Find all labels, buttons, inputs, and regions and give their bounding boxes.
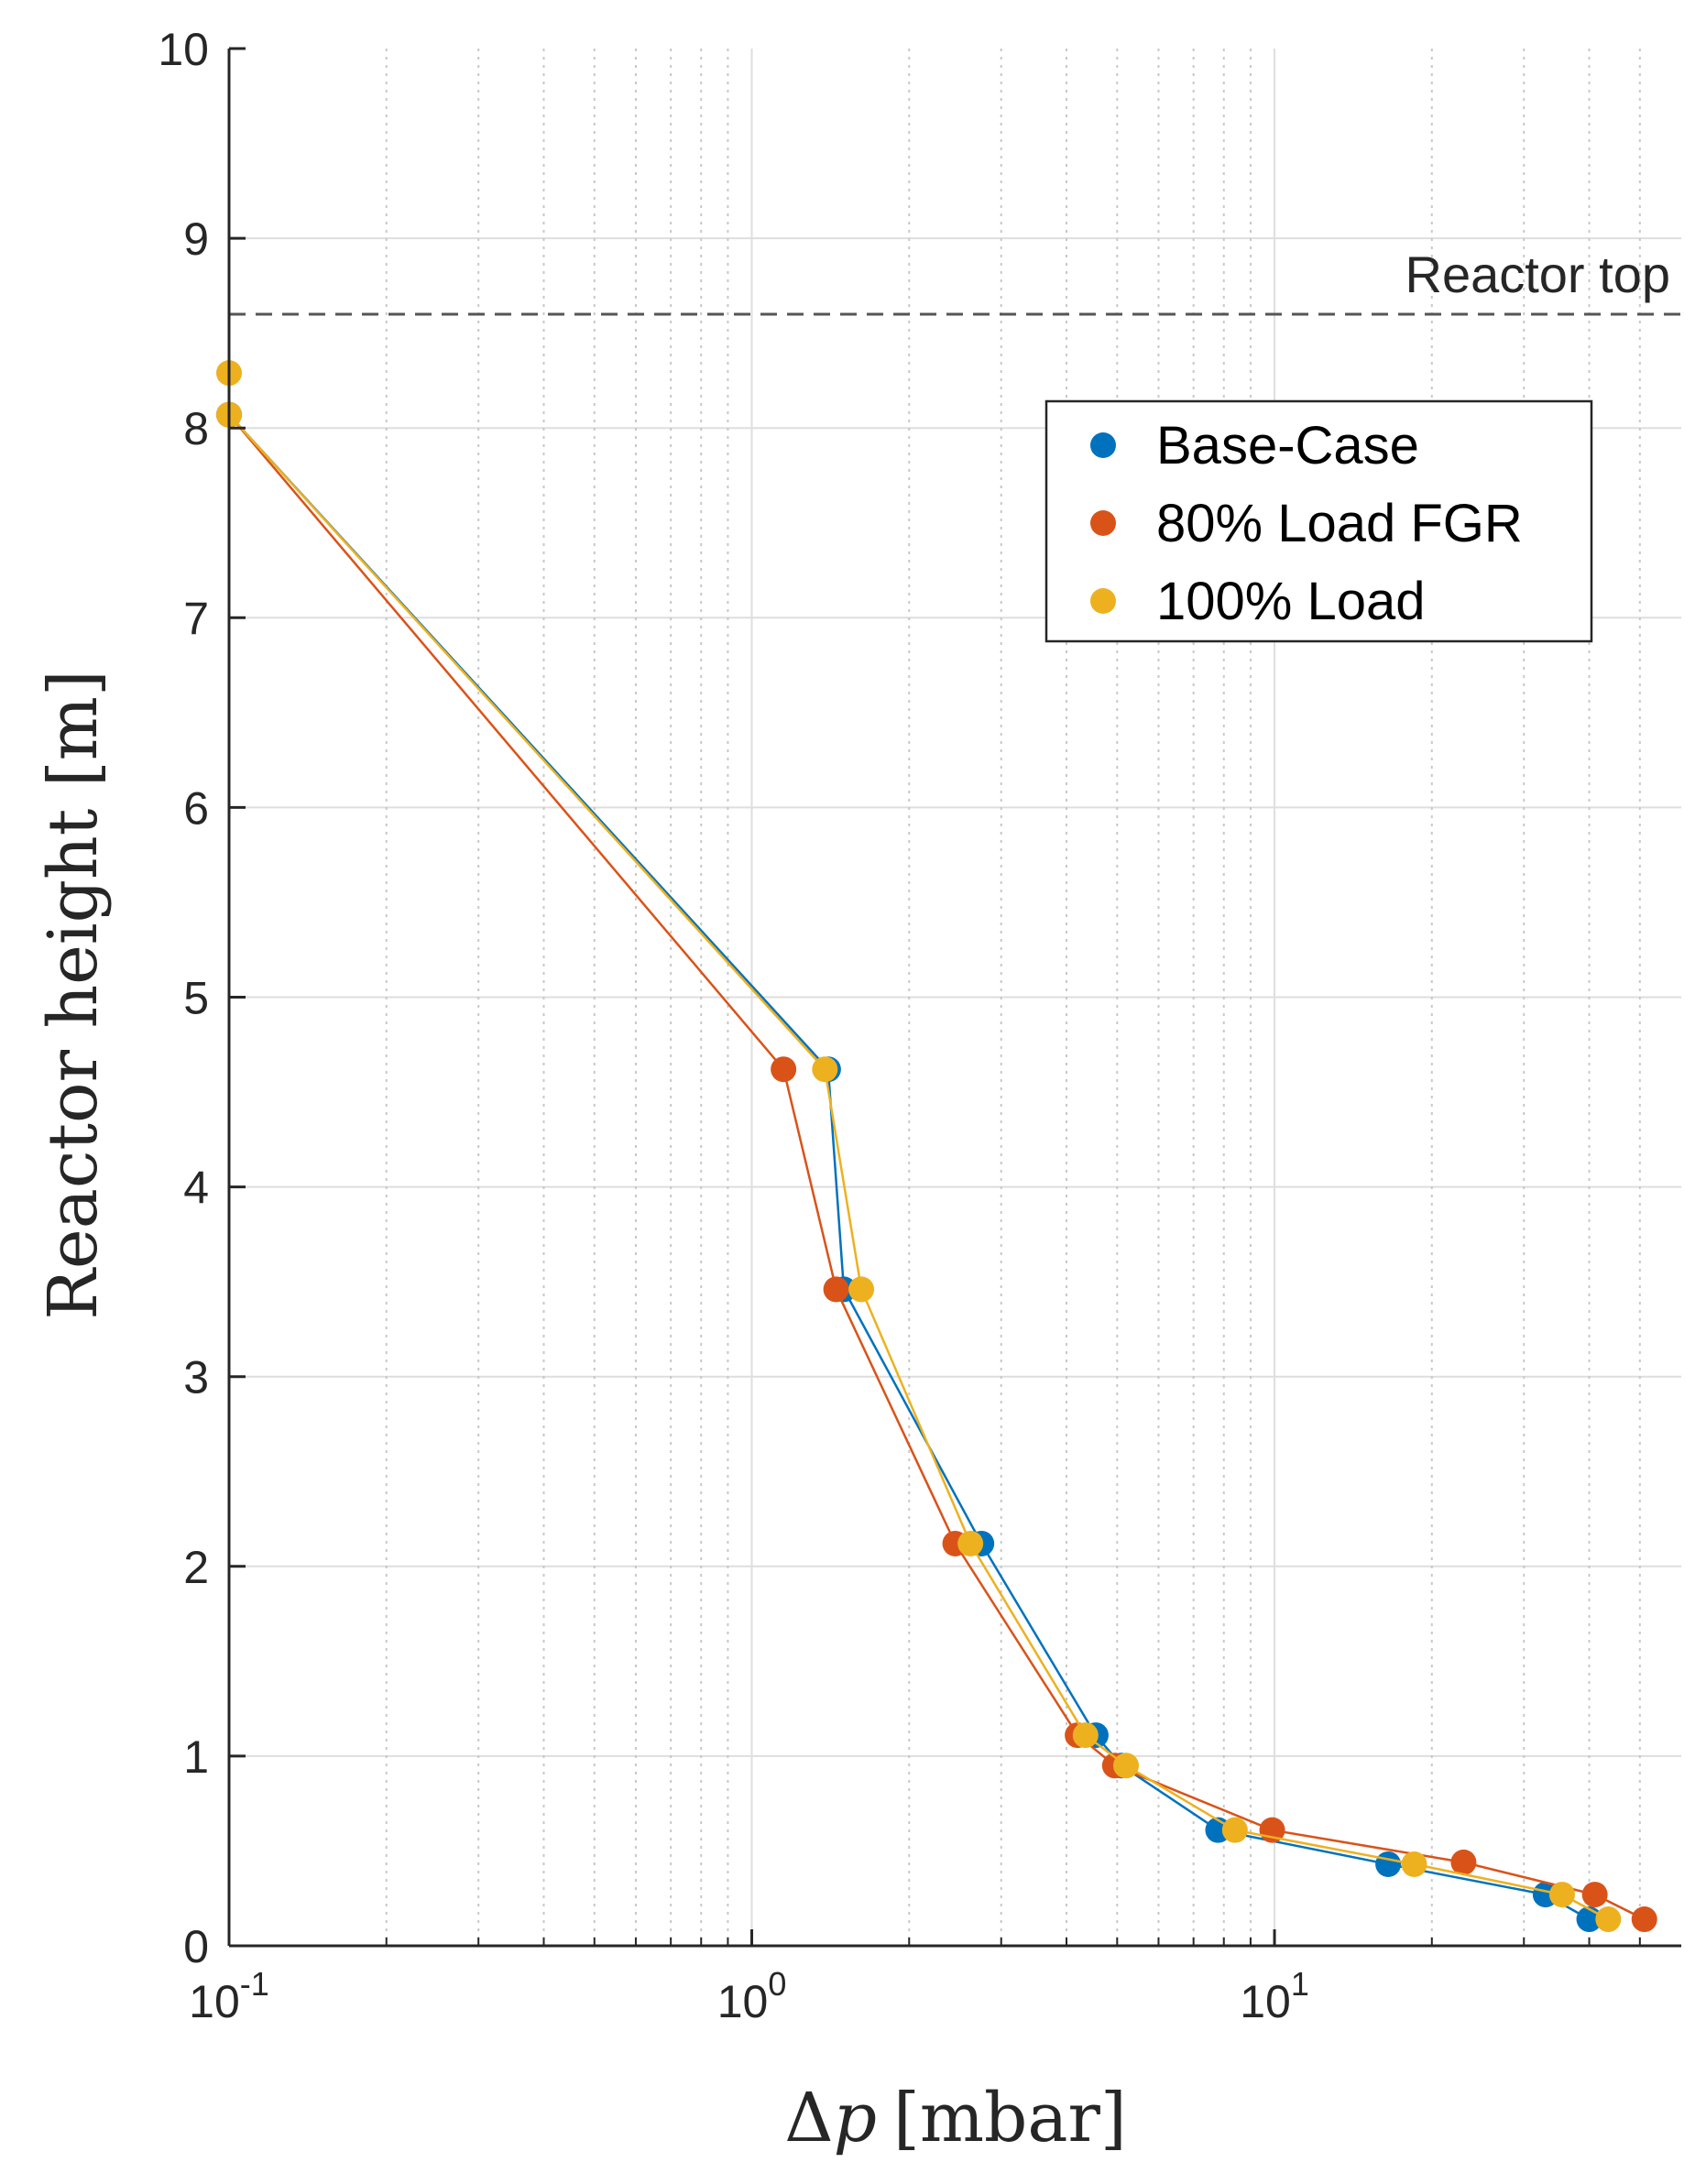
data-point (1072, 1722, 1099, 1749)
legend-label: 80% Load FGR (1156, 494, 1523, 553)
y-tick-label: 0 (183, 1921, 209, 1972)
data-series (216, 360, 1657, 1933)
legend-box (1044, 399, 1593, 643)
reference-line-label: Reactor top (1405, 246, 1671, 303)
y-tick-label: 3 (183, 1352, 209, 1403)
legend-marker (1090, 432, 1116, 458)
data-point (1113, 1753, 1140, 1779)
data-point (771, 1056, 797, 1083)
series-line (228, 413, 1591, 1921)
x-tick-label: 10-1 (189, 1965, 269, 2027)
grid (229, 49, 1681, 1946)
reactor-top-reference: Reactor top (229, 246, 1681, 316)
legend-marker (1090, 588, 1116, 614)
legend-item-80-load-fgr: 80% Load FGR (1090, 494, 1523, 553)
y-axis-label: Reactor height [m] (34, 670, 113, 1320)
data-point (848, 1276, 875, 1303)
data-point (1401, 1851, 1427, 1877)
legend-marker (1090, 510, 1116, 536)
legend-item-100-load: 100% Load (1090, 572, 1425, 631)
legend-label: 100% Load (1156, 572, 1425, 631)
x-tick-label: 101 (1240, 1965, 1309, 2027)
data-point (823, 1276, 849, 1303)
y-tick-label: 10 (158, 24, 209, 75)
data-point (1375, 1851, 1402, 1877)
y-tick-label: 4 (183, 1163, 209, 1214)
y-tick-label: 1 (183, 1731, 209, 1783)
y-tick-label: 7 (183, 593, 209, 644)
x-axis-label-unit: [mbar] (893, 2079, 1127, 2157)
legend-label: Base-Case (1156, 416, 1419, 475)
x-tick-label: 100 (717, 1965, 787, 2027)
data-point (1450, 1849, 1477, 1875)
data-point (957, 1530, 984, 1556)
data-point (1581, 1882, 1608, 1908)
data-point (1595, 1906, 1622, 1933)
legend: Base-Case 80% Load FGR 100% Load (1044, 399, 1593, 643)
y-tick-label: 5 (183, 973, 209, 1024)
data-point (1631, 1906, 1657, 1933)
y-tick-label: 6 (183, 782, 209, 834)
y-tick-label: 2 (183, 1542, 209, 1593)
data-point (1548, 1882, 1575, 1908)
axes: 0 1 2 3 4 5 6 7 8 9 10 10-1 100 101 (158, 24, 1681, 2027)
data-point (812, 1056, 838, 1083)
x-axis-label-symbol: p (834, 2079, 877, 2157)
x-axis-label-delta: Δ (784, 2079, 833, 2157)
y-tick-label: 8 (183, 403, 209, 454)
y-tick-label: 9 (183, 213, 209, 265)
series-line (228, 413, 1646, 1921)
legend-item-base-case: Base-Case (1090, 416, 1419, 475)
x-axis-label: Δp [mbar] (784, 2079, 1127, 2157)
data-point (1221, 1817, 1248, 1843)
